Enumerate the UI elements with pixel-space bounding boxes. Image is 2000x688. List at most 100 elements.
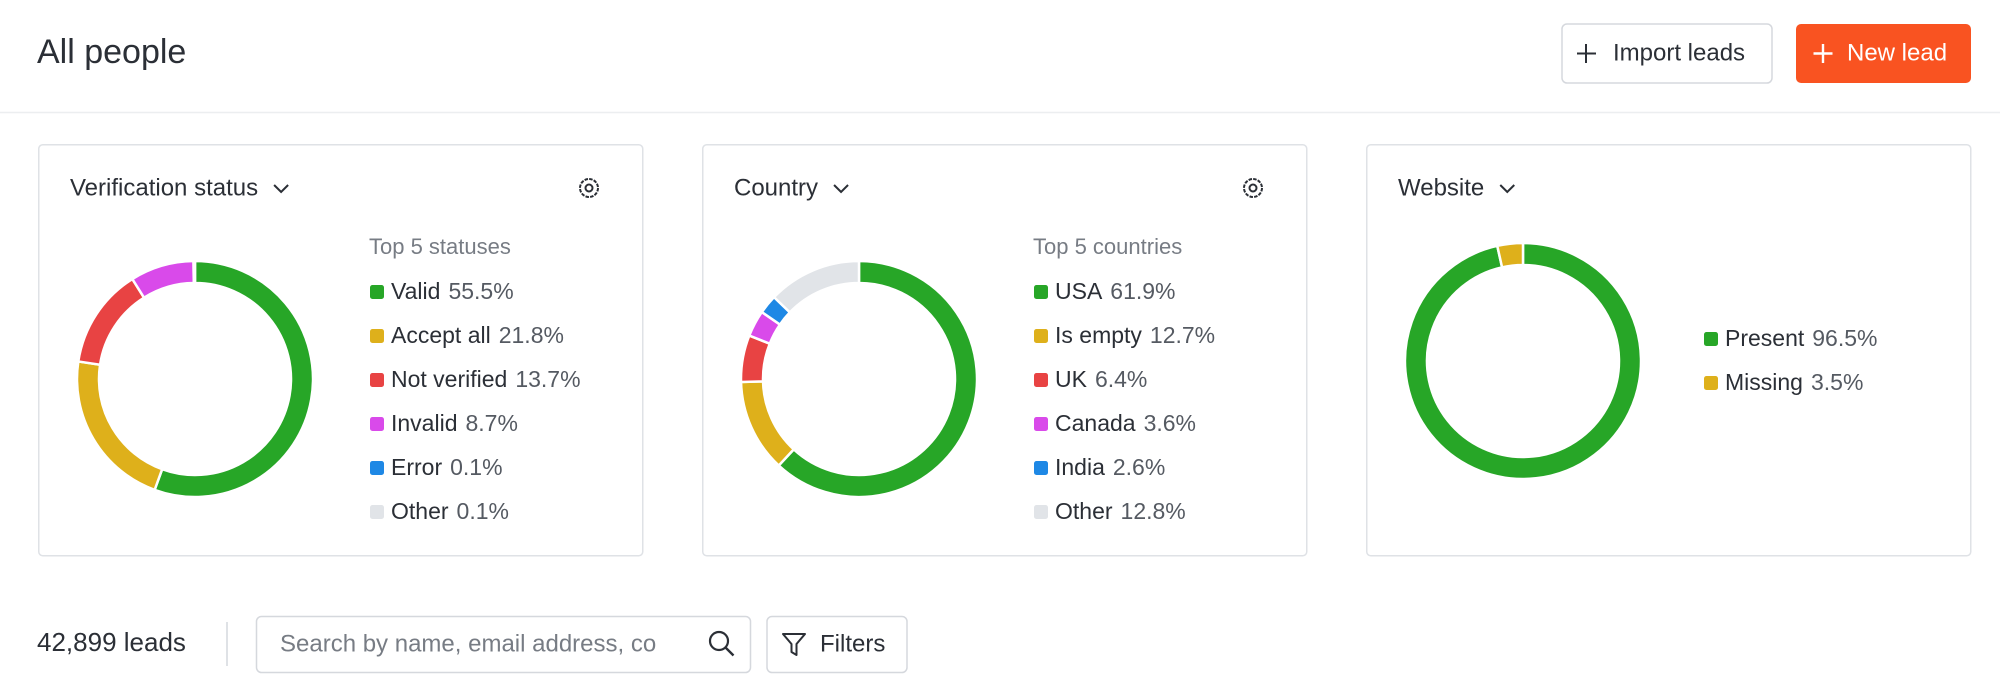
legend-swatch <box>370 417 384 431</box>
legend-value: 12.7% <box>1150 322 1215 348</box>
search-box[interactable]: Search by name, email address, co <box>255 615 752 674</box>
legend-label: Not verified <box>391 366 507 392</box>
legend-item: Valid 55.5% <box>391 278 514 304</box>
legend-label: Canada <box>1055 410 1136 436</box>
donut-slice <box>772 259 861 315</box>
filters-button-label[interactable]: Filters <box>820 630 885 657</box>
legend-swatch <box>1704 332 1718 346</box>
chart-card: Website Present 96.5% Missing 3.5% <box>1366 144 1972 557</box>
legend-item: Accept all 21.8% <box>391 322 564 348</box>
filter-icon <box>782 633 806 656</box>
legend-value: 3.5% <box>1811 369 1863 395</box>
legend-item: UK 6.4% <box>1055 366 1147 392</box>
legend-label: Error <box>391 454 442 480</box>
card-bg <box>702 144 1308 557</box>
dropdown-chevron[interactable] <box>833 184 849 194</box>
card-bg <box>1366 144 1972 557</box>
import-button-bg[interactable] <box>1561 23 1773 84</box>
legend-title: Top 5 statuses <box>369 234 511 259</box>
legend-item: USA 61.9% <box>1055 278 1176 304</box>
card-bg <box>38 144 644 557</box>
donut-slice <box>193 259 197 285</box>
legend-item: Canada 3.6% <box>1055 410 1196 436</box>
import-button[interactable]: Import leads <box>1561 23 1773 84</box>
filters-button-bg[interactable] <box>766 615 908 674</box>
search-input[interactable] <box>255 615 752 674</box>
legend-swatch <box>1034 461 1048 475</box>
search-icon-handle <box>724 646 735 657</box>
legend-value: 0.1% <box>450 454 502 480</box>
legend-title: Top 5 countries <box>1033 234 1182 259</box>
filters-button[interactable]: Filters <box>766 615 908 674</box>
legend-swatch <box>1034 505 1048 519</box>
settings-icon-center <box>584 183 594 193</box>
donut-slice <box>1495 241 1525 269</box>
legend-label: USA <box>1055 278 1103 304</box>
page-title: All people <box>37 33 186 71</box>
legend-item: Other 12.8% <box>1055 498 1186 524</box>
chart-card: Verification status Top 5 statuses Valid 55… <box>38 144 644 557</box>
legend-item: Other 0.1% <box>391 498 509 524</box>
legend-item: Present 96.5% <box>1725 325 1877 351</box>
legend-swatch <box>1704 376 1718 390</box>
legend-label: UK <box>1055 366 1088 392</box>
card-title[interactable]: Website <box>1398 174 1484 201</box>
legend-swatch <box>370 505 384 519</box>
legend-value: 21.8% <box>499 322 564 348</box>
legend-item: Is empty 12.7% <box>1055 322 1215 348</box>
legend-value: 61.9% <box>1110 278 1175 304</box>
legend-value: 2.6% <box>1113 454 1165 480</box>
legend-value: 55.5% <box>448 278 513 304</box>
new-lead-button[interactable]: New lead <box>1796 24 1971 83</box>
card-title[interactable]: Verification status <box>70 174 258 201</box>
new-lead-button-bg[interactable] <box>1796 24 1971 83</box>
legend-item: Missing 3.5% <box>1725 369 1863 395</box>
legend-label: Valid <box>391 278 440 304</box>
dropdown-chevron[interactable] <box>273 184 289 194</box>
settings-icon-center <box>1248 183 1258 193</box>
donut-slice <box>776 259 979 499</box>
legend-swatch <box>370 373 384 387</box>
chart-card: Country Top 5 countries USA 61.9% Is empty 12… <box>702 144 1308 557</box>
legend-label: Other <box>1055 498 1113 524</box>
legend-label: Missing <box>1725 369 1803 395</box>
legend-label: Is empty <box>1055 322 1142 348</box>
legend-swatch <box>1034 417 1048 431</box>
legend-swatch <box>1034 285 1048 299</box>
card-title[interactable]: Country <box>734 174 818 201</box>
plus-icon <box>1577 44 1596 63</box>
legend-swatch <box>1034 373 1048 387</box>
new-lead-button-label[interactable]: New lead <box>1847 39 1947 66</box>
settings-icon[interactable] <box>579 178 599 198</box>
legend-value: 96.5% <box>1812 325 1877 351</box>
legend-swatch <box>370 285 384 299</box>
legend-value: 0.1% <box>457 498 509 524</box>
legend-value: 6.4% <box>1095 366 1147 392</box>
legend-value: 3.6% <box>1144 410 1196 436</box>
legend-item: Not verified 13.7% <box>391 366 581 392</box>
lead-count: 42,899 leads <box>37 627 186 657</box>
legend-item: India 2.6% <box>1055 454 1165 480</box>
import-button-label[interactable]: Import leads <box>1613 39 1745 66</box>
search-placeholder: Search by name, email address, co <box>280 630 656 657</box>
legend-label: Accept all <box>391 322 491 348</box>
legend-label: India <box>1055 454 1105 480</box>
legend-value: 12.8% <box>1121 498 1186 524</box>
settings-icon[interactable] <box>1243 178 1263 198</box>
legend-item: Invalid 8.7% <box>391 410 518 436</box>
dropdown-chevron[interactable] <box>1499 184 1515 194</box>
legend-label: Present <box>1725 325 1805 351</box>
legend-item: Error 0.1% <box>391 454 503 480</box>
legend-value: 8.7% <box>465 410 517 436</box>
donut-slice <box>1403 241 1643 481</box>
legend-swatch <box>370 461 384 475</box>
legend-value: 13.7% <box>515 366 580 392</box>
legend-label: Invalid <box>391 410 457 436</box>
legend-swatch <box>370 329 384 343</box>
charts: Verification status Top 5 statuses Valid 55… <box>38 144 1972 557</box>
legend-swatch <box>1034 329 1048 343</box>
search-icon <box>708 630 730 652</box>
plus-icon <box>1813 44 1833 63</box>
